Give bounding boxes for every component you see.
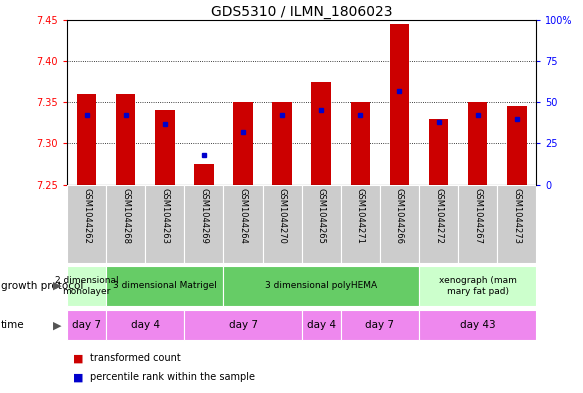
Bar <box>116 94 135 185</box>
Bar <box>106 266 223 306</box>
Bar <box>106 310 184 340</box>
Text: GSM1044265: GSM1044265 <box>317 188 326 244</box>
Bar <box>262 185 302 263</box>
Text: day 7: day 7 <box>72 320 101 330</box>
Text: growth protocol: growth protocol <box>1 281 83 291</box>
Bar <box>341 310 419 340</box>
Bar <box>341 185 380 263</box>
Bar <box>311 82 331 185</box>
Text: GSM1044266: GSM1044266 <box>395 188 404 244</box>
Text: time: time <box>1 320 24 330</box>
Text: transformed count: transformed count <box>90 353 181 364</box>
Bar <box>272 102 292 185</box>
Text: ▶: ▶ <box>52 320 61 330</box>
Bar <box>419 266 536 306</box>
Text: GSM1044264: GSM1044264 <box>238 188 248 244</box>
Text: percentile rank within the sample: percentile rank within the sample <box>90 372 255 382</box>
Bar <box>419 310 536 340</box>
Bar <box>155 110 174 185</box>
Bar <box>223 266 419 306</box>
Title: GDS5310 / ILMN_1806023: GDS5310 / ILMN_1806023 <box>211 5 392 18</box>
Bar <box>507 107 526 185</box>
Text: day 7: day 7 <box>366 320 395 330</box>
Text: 3 dimensional Matrigel: 3 dimensional Matrigel <box>113 281 217 290</box>
Bar <box>429 119 448 185</box>
Text: 2 dimensional
monolayer: 2 dimensional monolayer <box>55 276 118 296</box>
Bar <box>389 24 409 185</box>
Text: GSM1044268: GSM1044268 <box>121 188 130 244</box>
Text: GSM1044270: GSM1044270 <box>278 188 287 244</box>
Text: GSM1044269: GSM1044269 <box>199 188 209 244</box>
Text: day 43: day 43 <box>460 320 496 330</box>
Text: ■: ■ <box>73 353 83 364</box>
Text: GSM1044267: GSM1044267 <box>473 188 482 244</box>
Bar <box>223 185 262 263</box>
Text: GSM1044263: GSM1044263 <box>160 188 169 244</box>
Bar <box>67 266 106 306</box>
Text: GSM1044262: GSM1044262 <box>82 188 91 244</box>
Text: GSM1044272: GSM1044272 <box>434 188 443 244</box>
Bar <box>419 185 458 263</box>
Bar <box>184 310 302 340</box>
Bar <box>302 185 341 263</box>
Bar <box>468 102 487 185</box>
Bar <box>302 310 341 340</box>
Text: day 4: day 4 <box>131 320 160 330</box>
Bar <box>350 102 370 185</box>
Text: 3 dimensional polyHEMA: 3 dimensional polyHEMA <box>265 281 377 290</box>
Bar <box>233 102 253 185</box>
Text: GSM1044273: GSM1044273 <box>512 188 521 244</box>
Text: ▶: ▶ <box>52 281 61 291</box>
Bar <box>106 185 145 263</box>
Bar <box>497 185 536 263</box>
Bar <box>380 185 419 263</box>
Text: ■: ■ <box>73 372 83 382</box>
Text: xenograph (mam
mary fat pad): xenograph (mam mary fat pad) <box>439 276 517 296</box>
Bar <box>194 164 214 185</box>
Bar <box>67 185 106 263</box>
Bar <box>67 310 106 340</box>
Bar <box>145 185 184 263</box>
Text: day 4: day 4 <box>307 320 336 330</box>
Bar <box>184 185 223 263</box>
Bar <box>77 94 96 185</box>
Bar <box>458 185 497 263</box>
Text: day 7: day 7 <box>229 320 258 330</box>
Text: GSM1044271: GSM1044271 <box>356 188 365 244</box>
